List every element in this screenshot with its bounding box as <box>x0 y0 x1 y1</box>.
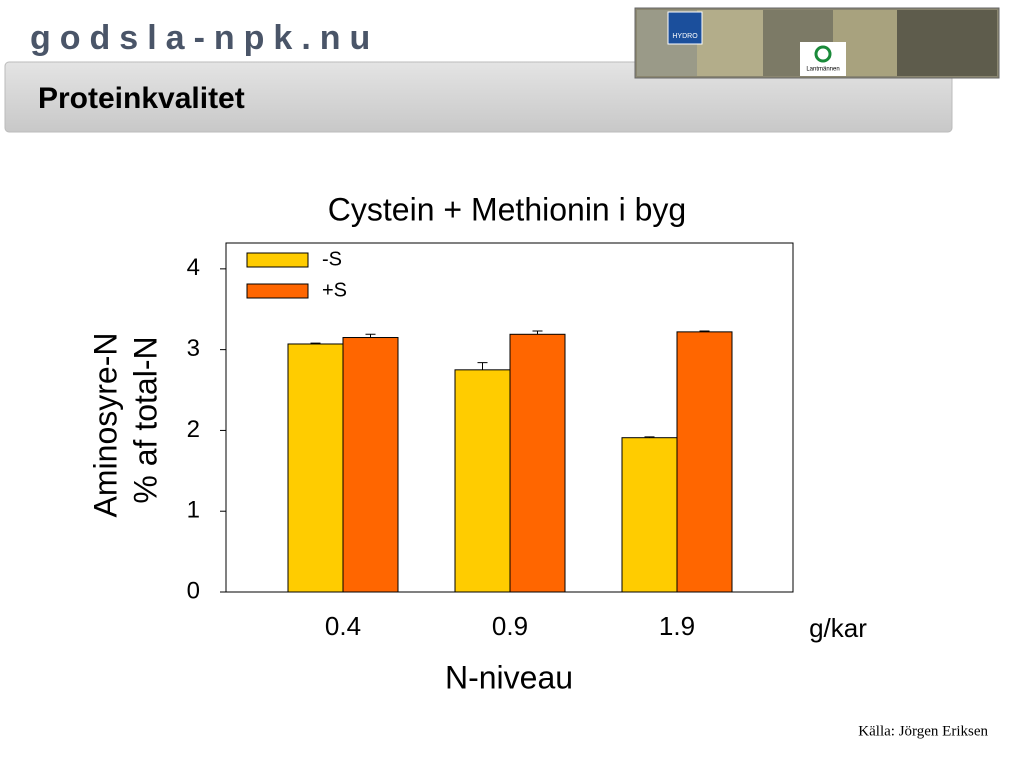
x-tick-label: 0.9 <box>492 611 528 641</box>
title-bar <box>4 61 953 133</box>
y-tick-label: 0 <box>187 577 200 604</box>
bar <box>342 337 399 593</box>
y-axis-label: Aminosyre-N <box>87 333 123 518</box>
y-tick-label: 2 <box>187 416 200 443</box>
error-bar <box>477 362 488 370</box>
legend-label: -S <box>322 248 342 270</box>
legend-swatch <box>246 252 309 268</box>
x-axis-unit: g/kar <box>809 613 867 643</box>
error-bar <box>644 436 655 438</box>
source-note: Källa: Jörgen Eriksen <box>858 723 988 739</box>
hydro-logo: HYDRO <box>672 33 698 40</box>
slide-title: Proteinkvalitet <box>38 82 245 115</box>
bar <box>287 343 344 593</box>
bar <box>509 333 566 593</box>
error-bar <box>310 342 321 344</box>
x-tick-label: 0.4 <box>325 611 361 641</box>
y-tick-label: 4 <box>187 254 200 281</box>
error-bar <box>365 333 376 338</box>
photo-strip: HYDRO Lantmännen <box>634 7 1000 79</box>
y-axis-label: % af total-N <box>127 336 163 503</box>
bar <box>454 369 511 593</box>
lantmannen-logo: Lantmännen <box>806 67 839 73</box>
legend-label: +S <box>322 279 347 301</box>
x-axis-label: N-niveau <box>445 659 573 695</box>
y-tick-label: 3 <box>187 335 200 362</box>
error-bar <box>699 330 710 332</box>
legend-swatch <box>246 283 309 299</box>
error-bar <box>532 330 543 335</box>
site-logo: godsla-npk.nu <box>30 19 379 57</box>
chart-title: Cystein + Methionin i byg <box>328 191 686 227</box>
bar <box>621 437 678 593</box>
x-tick-label: 1.9 <box>659 611 695 641</box>
y-tick-label: 1 <box>187 497 200 524</box>
bar <box>676 331 733 593</box>
